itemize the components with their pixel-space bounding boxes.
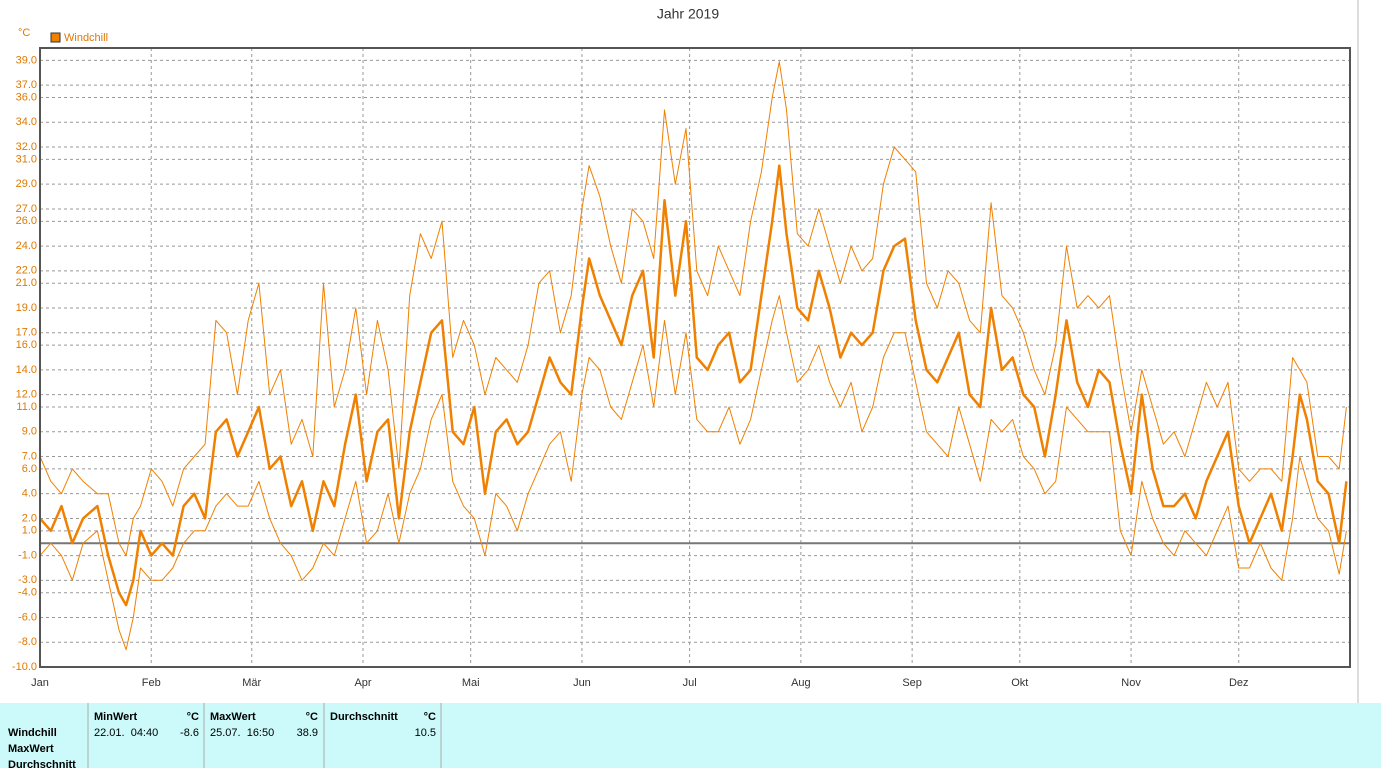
column-header: MaxWert [210, 711, 256, 723]
y-tick-label: -4.0 [18, 587, 37, 599]
plot-frame [39, 47, 1351, 668]
legend-label: Windchill [64, 32, 108, 44]
x-tick-label: Okt [1011, 677, 1028, 689]
x-tick-label: Jul [683, 677, 697, 689]
row-label: Windchill [8, 727, 57, 739]
y-tick-label: 4.0 [22, 488, 37, 500]
cell-value: -8.6 [180, 727, 199, 739]
data-line [39, 295, 1347, 651]
column-header: Durchschnitt [330, 711, 398, 723]
y-tick-label: 1.0 [22, 525, 37, 537]
y-tick-label: 34.0 [16, 116, 37, 128]
row-label: MaxWert [8, 743, 54, 755]
cell-value: 38.9 [297, 727, 318, 739]
stats-panel [0, 703, 1381, 768]
y-tick-label: 22.0 [16, 265, 37, 277]
y-tick-label: 19.0 [16, 302, 37, 314]
x-tick-label: Dez [1229, 677, 1249, 689]
x-tick-label: Apr [354, 677, 371, 689]
column-unit: °C [187, 711, 199, 723]
x-tick-label: Jan [31, 677, 49, 689]
y-tick-label: 7.0 [22, 450, 37, 462]
x-tick-label: Mai [462, 677, 480, 689]
y-tick-label: 26.0 [16, 215, 37, 227]
y-tick-label: -8.0 [18, 636, 37, 648]
y-tick-label: 32.0 [16, 141, 37, 153]
y-tick-label: -6.0 [18, 611, 37, 623]
y-tick-label: 24.0 [16, 240, 37, 252]
y-tick-label: -3.0 [18, 574, 37, 586]
column-header: MinWert [94, 711, 138, 723]
y-tick-label: 39.0 [16, 54, 37, 66]
x-tick-label: Sep [902, 677, 922, 689]
y-tick-label: 16.0 [16, 339, 37, 351]
data-line [39, 61, 1347, 557]
y-tick-label: 29.0 [16, 178, 37, 190]
y-tick-label: 12.0 [16, 389, 37, 401]
y-tick-label: 2.0 [22, 512, 37, 524]
y-tick-label: 27.0 [16, 203, 37, 215]
y-unit: °C [18, 27, 30, 39]
column-unit: °C [306, 711, 318, 723]
chart-title: Jahr 2019 [657, 6, 719, 22]
x-tick-label: Aug [791, 677, 811, 689]
y-tick-label: 21.0 [16, 277, 37, 289]
x-tick-label: Feb [142, 677, 161, 689]
cell-time: 22.01. 04:40 [94, 727, 158, 739]
cell-value: 10.5 [415, 727, 436, 739]
y-tick-label: -1.0 [18, 549, 37, 561]
y-tick-label: 14.0 [16, 364, 37, 376]
legend-swatch [50, 32, 61, 43]
row-label: Durchschnitt [8, 759, 76, 768]
y-tick-label: 36.0 [16, 91, 37, 103]
y-tick-label: 17.0 [16, 327, 37, 339]
x-tick-label: Mär [242, 677, 261, 689]
y-tick-label: 31.0 [16, 153, 37, 165]
y-tick-label: 6.0 [22, 463, 37, 475]
y-tick-label: 37.0 [16, 79, 37, 91]
y-tick-label: -10.0 [12, 661, 37, 673]
y-tick-label: 9.0 [22, 426, 37, 438]
column-unit: °C [424, 711, 436, 723]
data-line [39, 164, 1348, 607]
y-tick-label: 11.0 [16, 401, 37, 413]
x-tick-label: Nov [1121, 677, 1141, 689]
cell-time: 25.07. 16:50 [210, 727, 274, 739]
x-tick-label: Jun [573, 677, 591, 689]
